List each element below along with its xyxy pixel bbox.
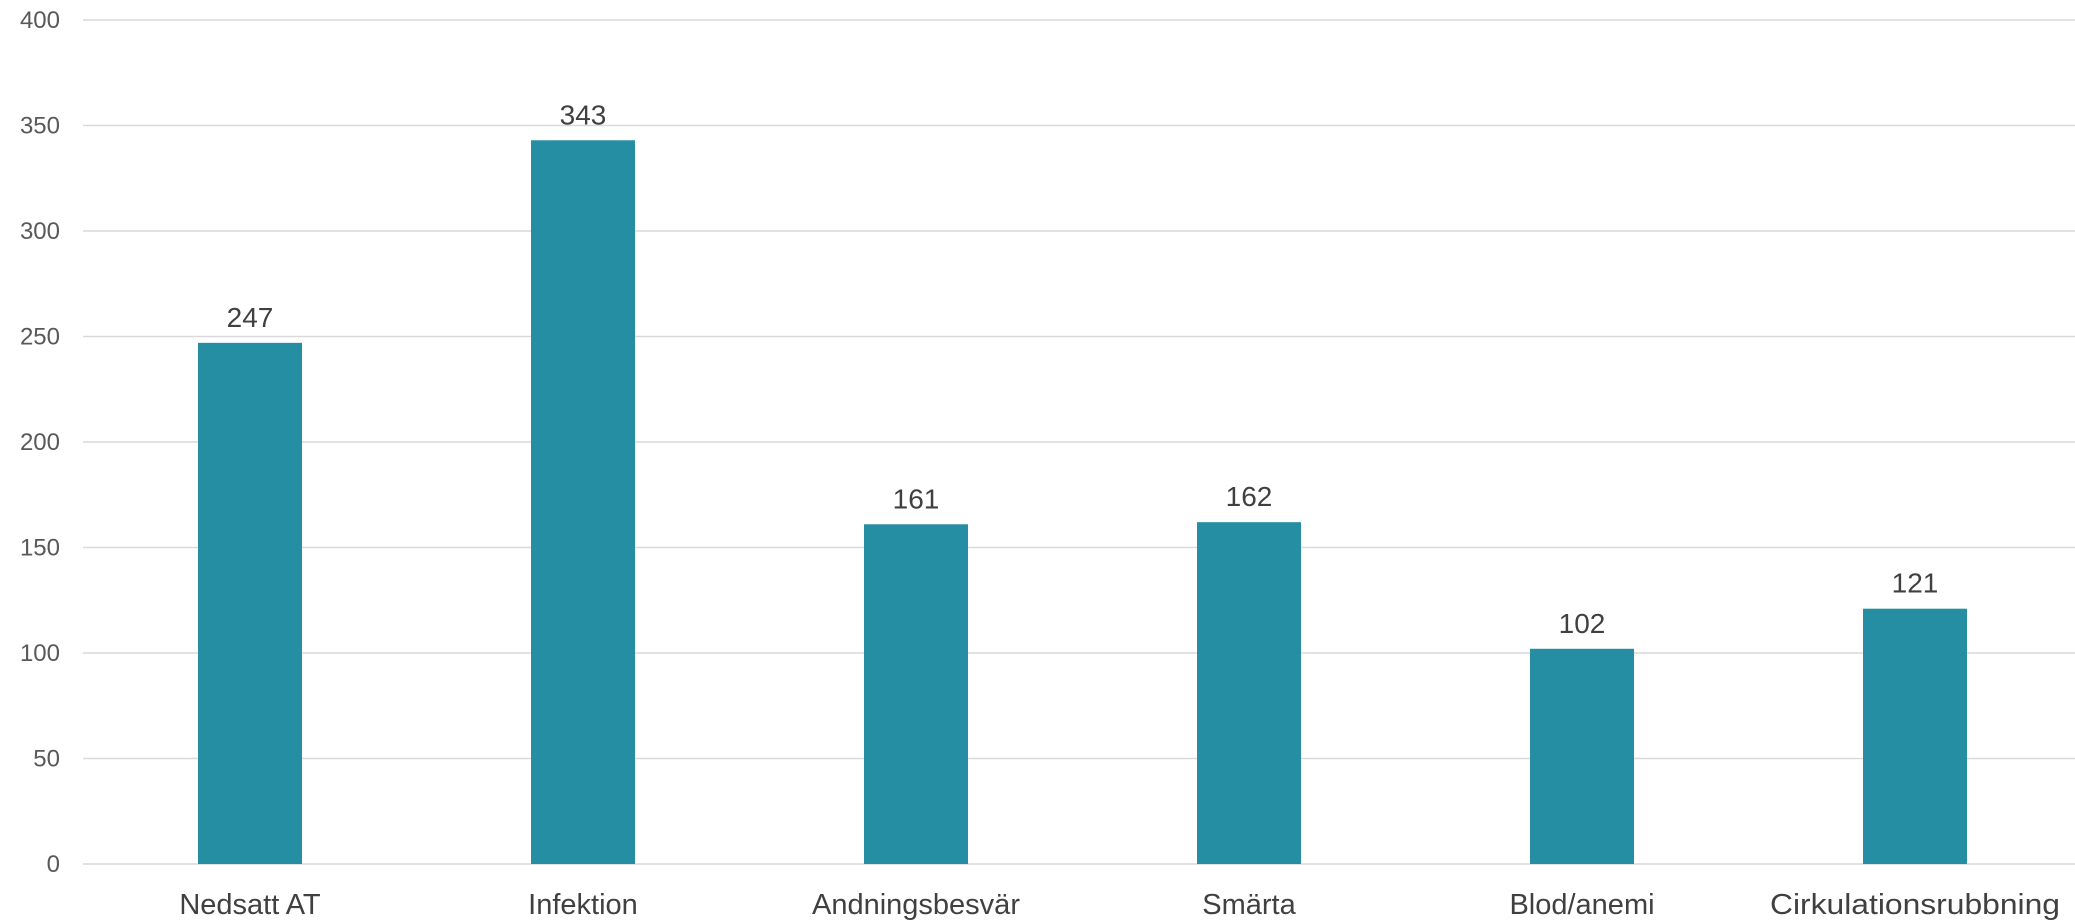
y-tick-label: 300 bbox=[20, 218, 60, 245]
category-label: Nedsatt AT bbox=[179, 889, 321, 921]
bar bbox=[864, 524, 968, 864]
category-label: Infektion bbox=[528, 889, 638, 921]
y-axis-tick-labels: 0 50 100 150 200 250 300 350 400 bbox=[20, 7, 60, 878]
bar bbox=[1197, 522, 1301, 864]
y-tick-label: 400 bbox=[20, 7, 60, 34]
category-label: Smärta bbox=[1202, 889, 1296, 921]
data-label: 102 bbox=[1559, 608, 1606, 639]
y-tick-label: 200 bbox=[20, 429, 60, 456]
bars bbox=[198, 140, 1967, 865]
data-label: 121 bbox=[1892, 568, 1939, 599]
y-tick-label: 250 bbox=[20, 324, 60, 351]
bar bbox=[198, 342, 302, 865]
data-label: 162 bbox=[1226, 481, 1273, 512]
gridlines bbox=[83, 19, 2075, 865]
category-label: Blod/anemi bbox=[1509, 889, 1654, 921]
y-tick-label: 350 bbox=[20, 113, 60, 140]
category-label: Cirkulationsrubbning bbox=[1770, 889, 2060, 921]
y-tick-label: 0 bbox=[47, 851, 60, 878]
x-axis-category-labels: Nedsatt AT Infektion Andningsbesvär Smärta B… bbox=[179, 889, 2060, 921]
bar bbox=[1863, 608, 1967, 864]
data-label: 247 bbox=[227, 302, 274, 333]
data-labels: 247 343 161 162 102 121 bbox=[227, 99, 1939, 639]
bar bbox=[1530, 648, 1634, 864]
y-tick-label: 50 bbox=[33, 746, 60, 773]
category-label: Andningsbesvär bbox=[812, 889, 1020, 921]
data-label: 343 bbox=[560, 99, 607, 130]
y-tick-label: 100 bbox=[20, 640, 60, 667]
data-label: 161 bbox=[893, 483, 940, 514]
y-tick-label: 150 bbox=[20, 535, 60, 562]
bar bbox=[531, 140, 635, 864]
